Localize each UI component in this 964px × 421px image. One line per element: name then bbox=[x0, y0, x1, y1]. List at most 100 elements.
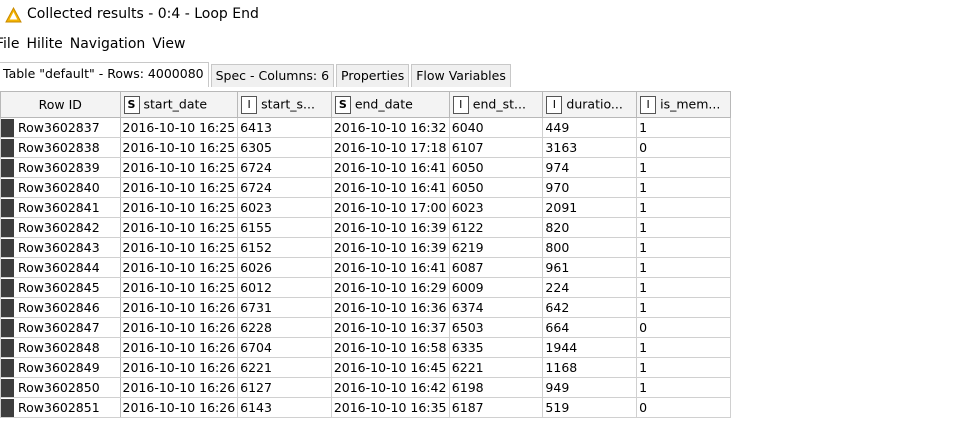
table-cell[interactable]: 6050 bbox=[448, 177, 544, 198]
table-cell[interactable]: 6050 bbox=[448, 157, 544, 178]
table-cell[interactable]: 6335 bbox=[448, 337, 544, 358]
table-cell[interactable]: 0 bbox=[636, 397, 731, 418]
table-cell[interactable]: 6087 bbox=[448, 257, 544, 278]
table-cell[interactable]: 2016-10-10 16:26 bbox=[119, 337, 239, 358]
table-row[interactable]: Row3602848 2016-10-10 16:26 6704 2016-10-10… bbox=[0, 337, 731, 358]
menu-file[interactable]: File bbox=[0, 36, 20, 52]
table-cell[interactable]: 1 bbox=[636, 237, 731, 258]
table-cell[interactable]: 6155 bbox=[237, 217, 332, 238]
table-cell[interactable]: 2016-10-10 17:00 bbox=[330, 197, 450, 218]
table-row[interactable]: Row3602841 2016-10-10 16:25 6023 2016-10-10… bbox=[0, 197, 731, 218]
table-row[interactable]: Row3602850 2016-10-10 16:26 6127 2016-10-10… bbox=[0, 377, 731, 398]
row-id-cell[interactable]: Row3602851 bbox=[0, 397, 121, 418]
table-row[interactable]: Row3602840 2016-10-10 16:25 6724 2016-10-10… bbox=[0, 177, 731, 198]
table-cell[interactable]: 2016-10-10 16:58 bbox=[330, 337, 450, 358]
menu-view[interactable]: View bbox=[152, 36, 186, 52]
table-row[interactable]: Row3602842 2016-10-10 16:25 6155 2016-10-10… bbox=[0, 217, 731, 238]
table-cell[interactable]: 6221 bbox=[448, 357, 544, 378]
table-cell[interactable]: 642 bbox=[542, 297, 638, 318]
table-cell[interactable]: 449 bbox=[542, 117, 638, 138]
table-cell[interactable]: 0 bbox=[636, 137, 731, 158]
table-row[interactable]: Row3602843 2016-10-10 16:25 6152 2016-10-10… bbox=[0, 237, 731, 258]
table-cell[interactable]: 6724 bbox=[237, 177, 332, 198]
table-cell[interactable]: 6731 bbox=[237, 297, 332, 318]
row-id-cell[interactable]: Row3602840 bbox=[0, 177, 121, 198]
table-cell[interactable]: 1 bbox=[636, 297, 731, 318]
row-id-cell[interactable]: Row3602845 bbox=[0, 277, 121, 298]
table-cell[interactable]: 2016-10-10 16:26 bbox=[119, 317, 239, 338]
table-cell[interactable]: 2016-10-10 16:39 bbox=[330, 217, 450, 238]
table-cell[interactable]: 1 bbox=[636, 117, 731, 138]
table-cell[interactable]: 2016-10-10 16:26 bbox=[119, 397, 239, 418]
column-header-row-id[interactable]: Row ID bbox=[0, 91, 121, 118]
table-cell[interactable]: 2016-10-10 16:36 bbox=[330, 297, 450, 318]
table-cell[interactable]: 6127 bbox=[237, 377, 332, 398]
table-cell[interactable]: 6023 bbox=[237, 197, 332, 218]
table-row[interactable]: Row3602845 2016-10-10 16:25 6012 2016-10-10… bbox=[0, 277, 731, 298]
table-cell[interactable]: 6187 bbox=[448, 397, 544, 418]
table-cell[interactable]: 2016-10-10 16:25 bbox=[119, 137, 239, 158]
table-cell[interactable]: 2016-10-10 16:41 bbox=[330, 177, 450, 198]
table-cell[interactable]: 1944 bbox=[542, 337, 638, 358]
table-cell[interactable]: 974 bbox=[542, 157, 638, 178]
tab-properties[interactable]: Properties bbox=[336, 64, 410, 87]
table-cell[interactable]: 6023 bbox=[448, 197, 544, 218]
menu-navigation[interactable]: Navigation bbox=[69, 36, 146, 52]
table-cell[interactable]: 2016-10-10 17:18 bbox=[330, 137, 450, 158]
table-cell[interactable]: 1 bbox=[636, 377, 731, 398]
table-cell[interactable]: 224 bbox=[542, 277, 638, 298]
table-cell[interactable]: 2016-10-10 16:35 bbox=[330, 397, 450, 418]
table-cell[interactable]: 664 bbox=[542, 317, 638, 338]
table-cell[interactable]: 6198 bbox=[448, 377, 544, 398]
table-cell[interactable]: 1168 bbox=[542, 357, 638, 378]
table-cell[interactable]: 6012 bbox=[237, 277, 332, 298]
table-cell[interactable]: 3163 bbox=[542, 137, 638, 158]
table-cell[interactable]: 6040 bbox=[448, 117, 544, 138]
table-cell[interactable]: 2091 bbox=[542, 197, 638, 218]
table-cell[interactable]: 6152 bbox=[237, 237, 332, 258]
table-cell[interactable]: 1 bbox=[636, 357, 731, 378]
table-cell[interactable]: 1 bbox=[636, 157, 731, 178]
table-row[interactable]: Row3602839 2016-10-10 16:25 6724 2016-10-10… bbox=[0, 157, 731, 178]
row-id-cell[interactable]: Row3602837 bbox=[0, 117, 121, 138]
table-cell[interactable]: 2016-10-10 16:25 bbox=[119, 117, 239, 138]
row-id-cell[interactable]: Row3602838 bbox=[0, 137, 121, 158]
table-cell[interactable]: 6122 bbox=[448, 217, 544, 238]
table-cell[interactable]: 6724 bbox=[237, 157, 332, 178]
table-cell[interactable]: 2016-10-10 16:25 bbox=[119, 237, 239, 258]
table-row[interactable]: Row3602851 2016-10-10 16:26 6143 2016-10-10… bbox=[0, 397, 731, 418]
table-cell[interactable]: 1 bbox=[636, 197, 731, 218]
table-cell[interactable]: 6228 bbox=[237, 317, 332, 338]
row-id-cell[interactable]: Row3602842 bbox=[0, 217, 121, 238]
table-row[interactable]: Row3602838 2016-10-10 16:25 6305 2016-10-10… bbox=[0, 137, 731, 158]
table-cell[interactable]: 961 bbox=[542, 257, 638, 278]
table-cell[interactable]: 6704 bbox=[237, 337, 332, 358]
table-cell[interactable]: 2016-10-10 16:37 bbox=[330, 317, 450, 338]
table-row[interactable]: Row3602846 2016-10-10 16:26 6731 2016-10-10… bbox=[0, 297, 731, 318]
table-cell[interactable]: 2016-10-10 16:25 bbox=[119, 277, 239, 298]
table-cell[interactable]: 6143 bbox=[237, 397, 332, 418]
row-id-cell[interactable]: Row3602849 bbox=[0, 357, 121, 378]
table-cell[interactable]: 2016-10-10 16:41 bbox=[330, 257, 450, 278]
table-cell[interactable]: 6107 bbox=[448, 137, 544, 158]
table-row[interactable]: Row3602847 2016-10-10 16:26 6228 2016-10-10… bbox=[0, 317, 731, 338]
tab-flow-variables[interactable]: Flow Variables bbox=[411, 64, 511, 87]
table-cell[interactable]: 2016-10-10 16:32 bbox=[330, 117, 450, 138]
table-cell[interactable]: 1 bbox=[636, 277, 731, 298]
table-cell[interactable]: 6413 bbox=[237, 117, 332, 138]
tab-spec[interactable]: Spec - Columns: 6 bbox=[210, 64, 335, 87]
row-id-cell[interactable]: Row3602847 bbox=[0, 317, 121, 338]
table-cell[interactable]: 6009 bbox=[448, 277, 544, 298]
table-cell[interactable]: 6305 bbox=[237, 137, 332, 158]
table-cell[interactable]: 6221 bbox=[237, 357, 332, 378]
table-cell[interactable]: 2016-10-10 16:42 bbox=[330, 377, 450, 398]
table-cell[interactable]: 2016-10-10 16:29 bbox=[330, 277, 450, 298]
menu-hilite[interactable]: Hilite bbox=[26, 36, 63, 52]
row-id-cell[interactable]: Row3602843 bbox=[0, 237, 121, 258]
table-cell[interactable]: 6374 bbox=[448, 297, 544, 318]
table-row[interactable]: Row3602844 2016-10-10 16:25 6026 2016-10-10… bbox=[0, 257, 731, 278]
table-cell[interactable]: 2016-10-10 16:25 bbox=[119, 177, 239, 198]
row-id-cell[interactable]: Row3602844 bbox=[0, 257, 121, 278]
